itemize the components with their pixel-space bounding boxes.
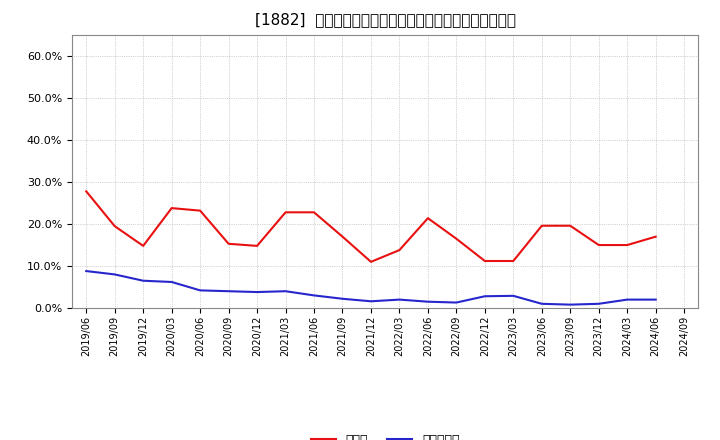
有利子負債	[423, 299, 432, 304]
有利子負債	[253, 290, 261, 295]
Title: [1882]  現預金、有利子負債の総資産に対する比率の推移: [1882] 現預金、有利子負債の総資産に対する比率の推移	[255, 12, 516, 27]
有利子負債	[595, 301, 603, 306]
現預金	[480, 258, 489, 264]
有利子負債	[537, 301, 546, 306]
現預金	[652, 234, 660, 239]
現預金	[310, 210, 318, 215]
有利子負債	[225, 289, 233, 294]
有利子負債	[509, 293, 518, 298]
現預金	[366, 259, 375, 264]
有利子負債	[82, 268, 91, 274]
有利子負債	[196, 288, 204, 293]
現預金	[82, 189, 91, 194]
現預金	[623, 242, 631, 248]
現預金	[167, 205, 176, 211]
現預金	[423, 216, 432, 221]
有利子負債	[452, 300, 461, 305]
現預金	[282, 210, 290, 215]
有利子負債	[110, 272, 119, 277]
現預金	[595, 242, 603, 248]
有利子負債	[366, 299, 375, 304]
現預金	[338, 234, 347, 239]
現預金	[537, 223, 546, 228]
有利子負債	[566, 302, 575, 307]
有利子負債	[139, 278, 148, 283]
現預金	[253, 243, 261, 249]
Legend: 現預金, 有利子負債: 現預金, 有利子負債	[306, 429, 464, 440]
現預金	[196, 208, 204, 213]
有利子負債	[480, 293, 489, 299]
有利子負債	[652, 297, 660, 302]
現預金	[566, 223, 575, 228]
有利子負債	[395, 297, 404, 302]
Line: 有利子負債: 有利子負債	[86, 271, 656, 304]
現預金	[225, 241, 233, 246]
現預金	[139, 243, 148, 249]
現預金	[395, 247, 404, 253]
有利子負債	[623, 297, 631, 302]
有利子負債	[310, 293, 318, 298]
現預金	[452, 236, 461, 242]
現預金	[110, 224, 119, 229]
有利子負債	[338, 296, 347, 301]
有利子負債	[167, 279, 176, 285]
Line: 現預金: 現預金	[86, 191, 656, 262]
有利子負債	[282, 289, 290, 294]
現預金	[509, 258, 518, 264]
